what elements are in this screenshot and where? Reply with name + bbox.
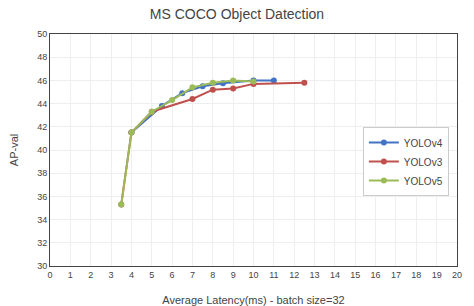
svg-text:18: 18 — [411, 270, 421, 280]
svg-text:42: 42 — [37, 122, 47, 132]
svg-text:YOLOv3: YOLOv3 — [404, 157, 443, 168]
svg-text:MS COCO Object Datection: MS COCO Object Datection — [150, 6, 324, 22]
svg-text:20: 20 — [452, 270, 462, 280]
svg-text:36: 36 — [37, 192, 47, 202]
svg-text:2: 2 — [88, 270, 93, 280]
svg-text:14: 14 — [330, 270, 340, 280]
svg-text:Average Latency(ms) - batch si: Average Latency(ms) - batch size=32 — [162, 294, 344, 306]
svg-text:0: 0 — [47, 270, 52, 280]
svg-text:40: 40 — [37, 145, 47, 155]
svg-text:11: 11 — [269, 270, 278, 280]
svg-text:19: 19 — [432, 270, 442, 280]
svg-text:9: 9 — [231, 270, 236, 280]
svg-text:13: 13 — [310, 270, 320, 280]
svg-text:1: 1 — [68, 270, 73, 280]
svg-text:YOLOv5: YOLOv5 — [404, 176, 443, 187]
svg-text:30: 30 — [37, 261, 47, 271]
svg-text:17: 17 — [391, 270, 401, 280]
svg-text:8: 8 — [210, 270, 215, 280]
svg-text:15: 15 — [350, 270, 360, 280]
svg-text:46: 46 — [37, 76, 47, 86]
svg-text:44: 44 — [37, 99, 47, 109]
svg-text:7: 7 — [190, 270, 195, 280]
svg-text:50: 50 — [37, 29, 47, 39]
svg-text:4: 4 — [129, 270, 134, 280]
svg-text:5: 5 — [149, 270, 154, 280]
svg-text:38: 38 — [37, 168, 47, 178]
svg-text:10: 10 — [248, 270, 258, 280]
svg-text:12: 12 — [289, 270, 299, 280]
svg-text:34: 34 — [37, 215, 47, 225]
svg-text:3: 3 — [109, 270, 114, 280]
svg-text:48: 48 — [37, 52, 47, 62]
svg-text:YOLOv4: YOLOv4 — [404, 138, 443, 149]
svg-text:32: 32 — [37, 238, 47, 248]
svg-text:AP-val: AP-val — [8, 134, 20, 166]
svg-text:16: 16 — [371, 270, 381, 280]
svg-text:6: 6 — [170, 270, 175, 280]
